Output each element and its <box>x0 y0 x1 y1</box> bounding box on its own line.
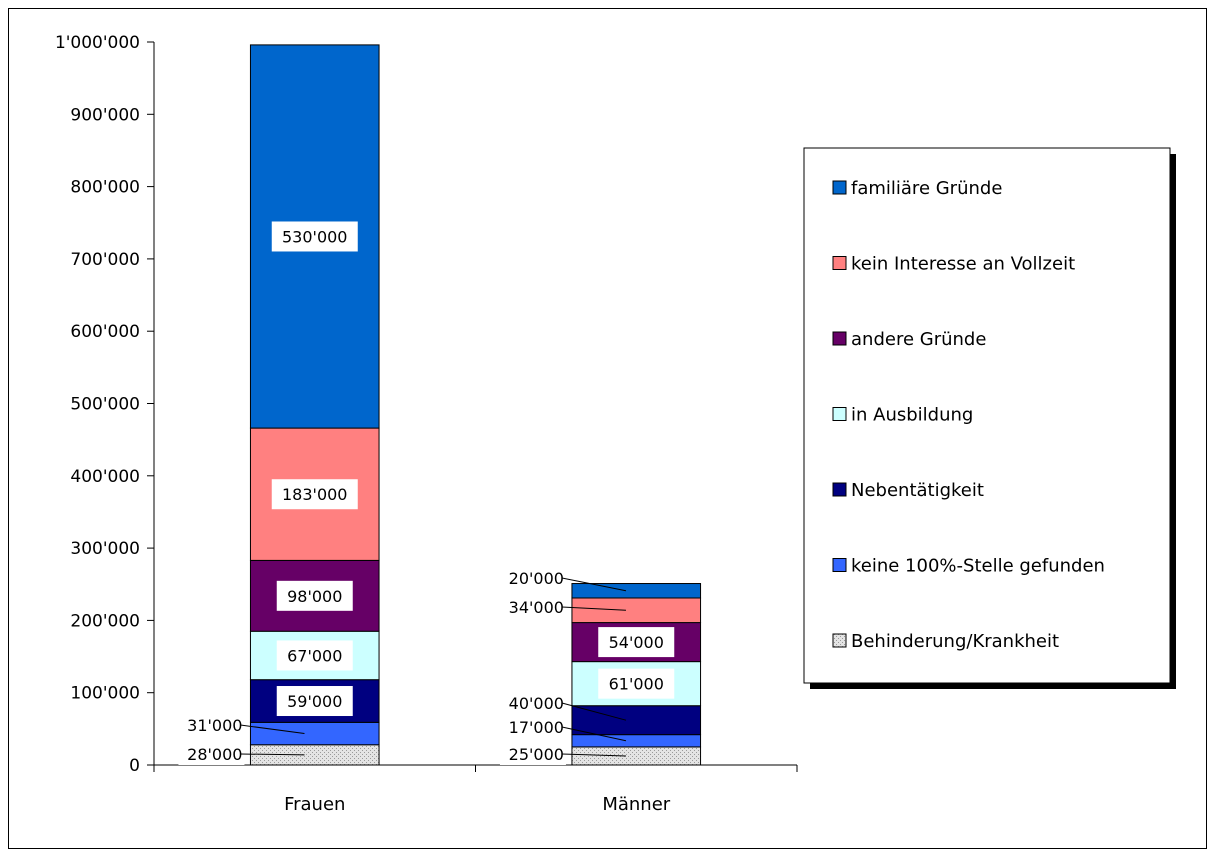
data-label: 20'000 <box>509 569 564 588</box>
y-tick-label: 400'000 <box>70 467 140 487</box>
bar-segment <box>571 746 702 766</box>
y-tick-label: 300'000 <box>70 539 140 559</box>
data-label: 40'000 <box>509 694 564 713</box>
data-label: 25'000 <box>509 745 564 764</box>
legend-entry-label: Behinderung/Krankheit <box>851 631 1059 652</box>
data-label-box <box>276 640 353 671</box>
y-tick-label: 900'000 <box>70 105 140 125</box>
x-category-label: Männer <box>602 794 670 815</box>
data-label: 61'000 <box>609 675 664 694</box>
leader-line <box>561 702 627 721</box>
legend-swatch <box>832 331 847 346</box>
bar-segment <box>571 705 702 736</box>
y-tick-label: 100'000 <box>70 684 140 704</box>
data-label-box <box>271 479 358 510</box>
data-label: 17'000 <box>509 718 564 737</box>
y-tick-label: 0 <box>129 756 140 776</box>
legend-entry-label: Nebentätigkeit <box>851 480 984 501</box>
legend-swatch <box>832 482 847 497</box>
y-tick-label: 200'000 <box>70 611 140 631</box>
data-label: 54'000 <box>609 633 664 652</box>
bar-segment <box>571 597 702 624</box>
data-label-box <box>271 221 358 252</box>
data-label-bg <box>499 716 566 738</box>
legend-swatch <box>832 633 847 648</box>
data-label-box <box>598 627 675 658</box>
leader-line <box>240 753 305 756</box>
y-tick-label: 700'000 <box>70 250 140 270</box>
data-label-box <box>276 580 353 611</box>
leader-line <box>240 724 305 735</box>
bar-segment <box>571 734 702 748</box>
x-category-label: Frauen <box>284 794 345 815</box>
y-tick-label: 500'000 <box>70 395 140 415</box>
data-label-bg <box>499 743 566 765</box>
data-label-bg <box>178 714 245 736</box>
leader-line <box>561 577 627 592</box>
data-label-box <box>598 668 675 699</box>
data-label: 31'000 <box>187 716 242 735</box>
bar-segment <box>571 583 702 599</box>
legend-swatch <box>832 256 847 270</box>
data-label: 34'000 <box>509 598 564 617</box>
data-label: 183'000 <box>282 485 347 504</box>
data-label: 59'000 <box>287 692 342 711</box>
legend-entry-label: familiäre Gründe <box>851 178 1002 199</box>
legend-entry-label: in Ausbildung <box>851 405 973 426</box>
leader-line <box>561 753 626 757</box>
leader-line <box>561 726 627 742</box>
legend-entry-label: keine 100%-Stelle gefunden <box>851 556 1105 577</box>
data-label-bg <box>499 567 566 589</box>
legend-box <box>803 147 1171 684</box>
leader-line <box>561 606 626 611</box>
bar-segment <box>249 721 380 746</box>
data-label-bg <box>178 743 245 765</box>
legend-swatch <box>832 407 847 421</box>
y-tick-label: 1'000'000 <box>55 33 140 53</box>
data-label: 98'000 <box>287 587 342 606</box>
legend-swatch <box>832 558 847 572</box>
y-tick-label: 600'000 <box>70 322 140 342</box>
legend-entry-label: kein Interesse an Vollzeit <box>851 254 1075 275</box>
data-label-box <box>276 686 353 717</box>
data-label: 530'000 <box>282 227 347 246</box>
legend-entry-label: andere Gründe <box>851 329 986 350</box>
legend-swatch <box>832 180 847 195</box>
data-label: 28'000 <box>187 745 242 764</box>
data-label-bg <box>499 692 566 714</box>
y-tick-label: 800'000 <box>70 178 140 198</box>
data-label-bg <box>499 596 566 618</box>
data-label: 67'000 <box>287 646 342 665</box>
